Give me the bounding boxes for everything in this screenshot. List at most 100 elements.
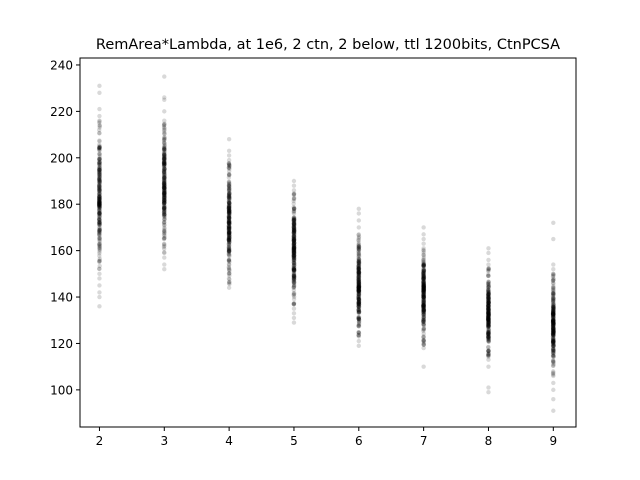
data-point	[97, 201, 102, 207]
data-point	[291, 267, 297, 272]
data-point	[161, 191, 167, 196]
data-point	[486, 351, 491, 357]
data-point	[226, 186, 232, 191]
data-point	[486, 307, 491, 312]
data-point	[162, 162, 167, 167]
data-point	[486, 300, 491, 305]
data-point	[226, 194, 232, 199]
data-point	[227, 202, 232, 208]
data-point	[421, 319, 426, 325]
data-point	[161, 123, 167, 128]
data-point	[291, 269, 296, 274]
data-point	[227, 208, 232, 213]
data-point	[97, 170, 102, 176]
data-point	[226, 231, 232, 236]
data-point	[291, 222, 297, 228]
data-point	[97, 178, 102, 183]
data-point	[551, 320, 556, 326]
data-point	[226, 209, 232, 214]
data-point	[97, 204, 102, 209]
data-point	[161, 232, 167, 237]
data-point	[97, 179, 102, 185]
data-point	[227, 187, 232, 192]
data-point	[356, 302, 362, 307]
data-point	[486, 298, 491, 303]
data-point	[485, 322, 491, 327]
data-point	[486, 332, 491, 337]
data-point	[226, 266, 232, 272]
data-point	[356, 330, 361, 335]
data-point	[421, 301, 426, 307]
data-point	[291, 261, 297, 266]
data-point	[226, 204, 232, 209]
data-point	[421, 270, 426, 275]
data-point	[97, 201, 102, 207]
data-point	[226, 199, 232, 205]
data-point	[226, 236, 232, 242]
data-point	[421, 323, 427, 328]
data-point	[421, 314, 427, 319]
data-point	[291, 217, 297, 222]
data-point	[162, 200, 167, 205]
data-point	[291, 223, 297, 228]
data-point	[162, 188, 167, 193]
data-point	[486, 273, 491, 279]
data-point	[292, 275, 297, 280]
data-point	[421, 300, 426, 305]
data-point	[421, 276, 426, 281]
data-point	[421, 312, 427, 317]
data-point	[421, 338, 427, 343]
data-point	[421, 308, 427, 313]
data-point	[226, 276, 232, 281]
data-point	[486, 306, 491, 311]
data-point	[226, 249, 232, 254]
data-point	[226, 220, 232, 225]
data-point	[551, 352, 556, 358]
data-point	[421, 319, 426, 324]
data-point	[291, 244, 297, 250]
data-point	[421, 289, 426, 294]
data-point	[356, 330, 361, 335]
data-point	[227, 191, 232, 196]
data-point	[226, 201, 232, 206]
data-point	[551, 305, 556, 310]
data-point	[161, 157, 167, 163]
data-point	[96, 221, 102, 227]
data-point	[356, 317, 362, 322]
data-point	[162, 170, 167, 175]
data-point	[291, 249, 297, 254]
data-point	[356, 304, 362, 309]
data-point	[421, 300, 426, 306]
data-point	[421, 284, 426, 289]
data-point	[486, 306, 491, 311]
data-point	[226, 205, 232, 210]
data-point	[421, 292, 426, 298]
data-point	[291, 229, 297, 234]
data-point	[291, 221, 297, 227]
data-point	[226, 179, 232, 184]
data-point	[291, 280, 297, 286]
data-point	[421, 312, 426, 317]
data-point	[162, 145, 167, 150]
data-point	[162, 186, 167, 191]
data-point	[162, 233, 167, 239]
data-point	[226, 214, 232, 220]
data-point	[161, 200, 167, 206]
data-point	[161, 213, 167, 219]
data-point	[97, 202, 102, 208]
data-point	[356, 243, 361, 249]
data-point	[226, 264, 232, 270]
data-point	[291, 225, 297, 230]
data-point	[97, 216, 102, 221]
data-point	[356, 299, 362, 305]
data-point	[486, 317, 491, 323]
data-point	[161, 159, 167, 164]
data-point	[421, 301, 426, 307]
data-point	[486, 330, 491, 336]
data-point	[356, 271, 361, 276]
data-point	[291, 215, 297, 220]
data-point	[162, 152, 167, 157]
data-point	[162, 121, 167, 126]
data-point	[356, 282, 361, 288]
data-point	[162, 175, 167, 181]
